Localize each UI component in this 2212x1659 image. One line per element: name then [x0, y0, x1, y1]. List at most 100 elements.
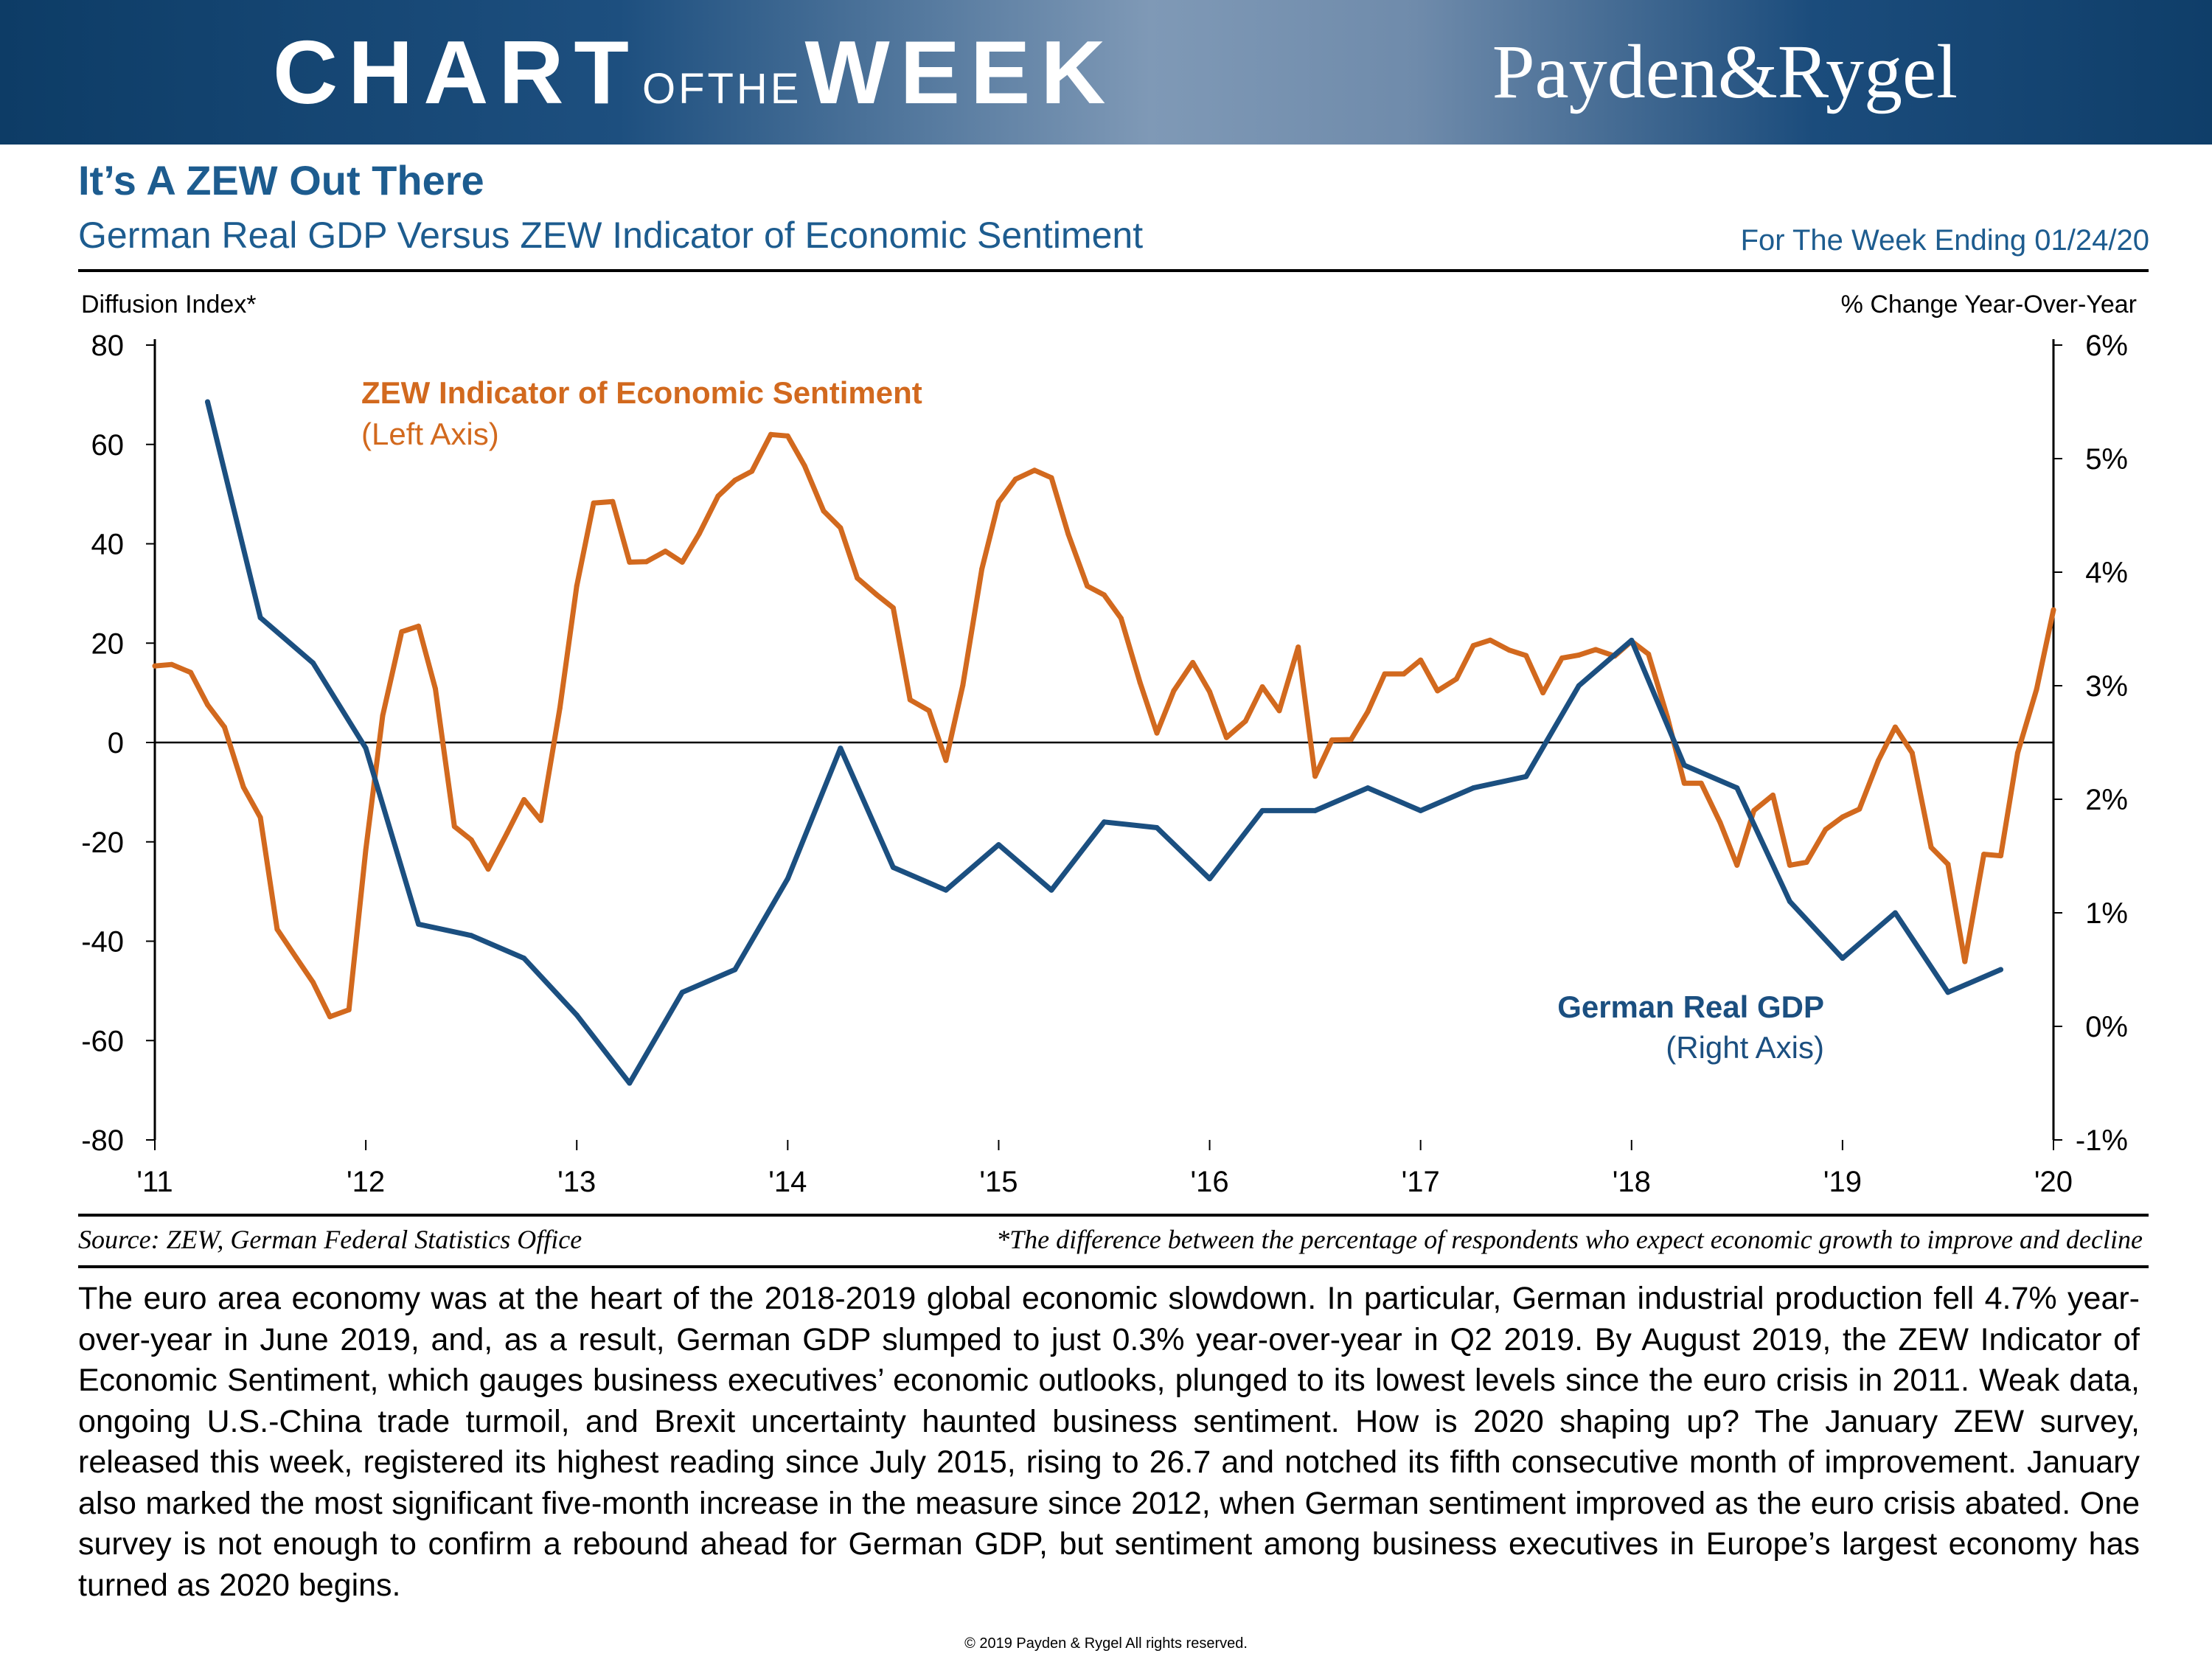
left-tick-label: -60: [81, 1025, 124, 1057]
zew-data-point: [574, 583, 580, 589]
left-tick-label: -40: [81, 926, 124, 959]
right-tick-label: 2%: [2085, 784, 2128, 816]
gdp-data-point: [890, 864, 896, 870]
zew-data-point: [715, 493, 721, 499]
zew-data-point: [1065, 532, 1071, 538]
zew-data-point: [1962, 959, 1968, 964]
gdp-data-point: [1681, 762, 1687, 768]
right-tick-label: -1%: [2076, 1124, 2128, 1157]
zew-data-point: [1118, 616, 1124, 622]
left-tick-label: 20: [91, 627, 125, 660]
zew-data-point: [785, 433, 790, 439]
banner: CHART OFTHE WEEK Payden&Rygel: [0, 0, 2212, 145]
gdp-data-point: [1998, 967, 2003, 973]
zew-data-point: [1102, 592, 1107, 598]
header-divider: [78, 269, 2149, 272]
gdp-data-point: [1207, 876, 1213, 882]
zew-data-point: [1876, 757, 1881, 763]
gdp-series-label: German Real GDP: [1557, 990, 1824, 1024]
left-tick-label: -80: [81, 1124, 124, 1157]
copyright: © 2019 Payden & Rygel All rights reserve…: [964, 1635, 1248, 1652]
zew-data-point: [1734, 862, 1740, 868]
zew-data-point: [399, 629, 405, 635]
gdp-data-point: [838, 745, 844, 751]
right-tick-label: 0%: [2085, 1011, 2128, 1043]
gdp-data-point: [995, 842, 1001, 848]
gdp-data-point: [732, 967, 738, 973]
zew-data-point: [363, 847, 369, 852]
gdp-data-point: [1048, 887, 1054, 893]
gdp-data-point: [627, 1080, 633, 1086]
zew-data-point: [995, 499, 1001, 505]
zew-data-point: [907, 697, 913, 703]
gdp-data-point: [574, 1012, 580, 1018]
zew-data-point: [1365, 709, 1371, 714]
zew-data-point: [451, 824, 457, 830]
x-tick-label: '15: [979, 1166, 1018, 1198]
zew-data-point: [1540, 690, 1546, 696]
zew-data-point: [485, 866, 491, 872]
zew-data-point: [433, 686, 438, 692]
gdp-data-point: [785, 876, 790, 882]
zew-data-point: [1207, 689, 1213, 695]
zew-data-point: [1418, 657, 1424, 663]
zew-data-point: [205, 702, 210, 708]
gdp-data-point: [1945, 990, 1951, 995]
footer-divider: [78, 1214, 2149, 1217]
chart-annotations: ZEW Indicator of Economic Sentiment (Left…: [361, 375, 1824, 1065]
zew-data-point: [1154, 730, 1160, 736]
gdp-data-point: [1787, 899, 1792, 905]
zew-data-point: [1523, 653, 1529, 658]
zew-data-point: [627, 559, 633, 565]
zew-data-point: [926, 708, 932, 714]
x-tick-label: '18: [1613, 1166, 1651, 1198]
zew-data-point: [538, 818, 544, 824]
zew-data-point: [1770, 792, 1775, 798]
zew-data-point: [1506, 647, 1512, 653]
zew-series-label: ZEW Indicator of Economic Sentiment: [361, 375, 922, 410]
chart-series: [152, 399, 2056, 1086]
x-tick-label: '16: [1190, 1166, 1228, 1198]
zew-data-point: [679, 559, 685, 565]
zew-data-point: [310, 979, 316, 985]
zew-data-point: [1593, 647, 1599, 653]
zew-data-point: [943, 757, 949, 763]
zew-data-point: [2051, 607, 2056, 613]
zew-data-point: [1137, 680, 1143, 685]
gdp-data-point: [468, 933, 474, 939]
zew-data-point: [960, 683, 966, 688]
zew-data-point: [1276, 708, 1282, 714]
zew-data-point: [1382, 671, 1388, 677]
source-note: Source: ZEW, German Federal Statistics O…: [78, 1225, 582, 1254]
zew-data-point: [1823, 827, 1829, 832]
zew-data-point: [468, 837, 474, 843]
zew-data-point: [1576, 652, 1582, 658]
gdp-axis-note: (Right Axis): [1666, 1030, 1824, 1065]
gdp-data-point: [257, 615, 263, 621]
zew-data-point: [749, 468, 755, 474]
zew-data-point: [2034, 686, 2039, 692]
zew-data-point: [1242, 718, 1248, 724]
x-tick-label: '12: [347, 1166, 385, 1198]
zew-data-point: [1646, 651, 1652, 657]
footnote: *The difference between the percentage o…: [996, 1225, 2143, 1254]
zew-data-point: [1804, 859, 1809, 865]
page-title: It’s A ZEW Out There: [78, 157, 484, 204]
logo-week-word: WEEK: [804, 22, 1116, 122]
zew-data-point: [1470, 643, 1476, 649]
zew-data-point: [1981, 852, 1987, 858]
zew-data-point: [416, 623, 422, 629]
zew-data-point: [1751, 807, 1757, 813]
zew-data-point: [1401, 671, 1407, 677]
left-axis-title: Diffusion Index*: [81, 291, 257, 319]
zew-data-point: [1857, 806, 1863, 812]
zew-data-point: [152, 663, 158, 669]
x-tick-label: '17: [1402, 1166, 1440, 1198]
zew-data-point: [504, 830, 510, 836]
gdp-data-point: [1840, 956, 1846, 961]
gdp-data-point: [943, 887, 949, 893]
gdp-data-point: [205, 399, 210, 405]
zew-data-point: [221, 724, 227, 730]
zew-data-point: [1312, 773, 1318, 779]
